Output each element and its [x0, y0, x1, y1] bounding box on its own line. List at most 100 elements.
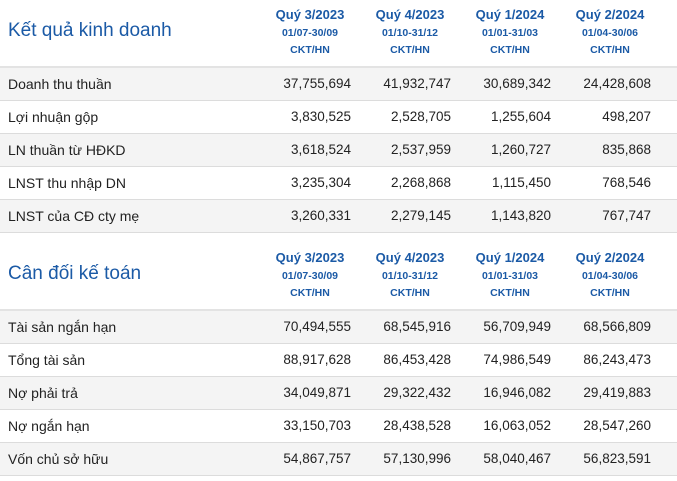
column-header-q2-2024[interactable]: Quý 2/2024 01/04-30/06 CKT/HN	[560, 0, 660, 66]
column-dates: 01/01-31/03	[481, 270, 539, 282]
table-row: Tài sản ngắn hạn 70,494,555 68,545,916 5…	[0, 311, 677, 344]
row-label: Doanh thu thuần	[8, 76, 112, 92]
row-label: Tài sản ngắn hạn	[8, 319, 117, 335]
row-value: 86,243,473	[583, 352, 651, 367]
column-quarter: Quý 3/2023	[275, 250, 345, 265]
table-row: LNST của CĐ cty mẹ 3,260,331 2,279,145 1…	[0, 200, 677, 233]
column-header-q4-2023[interactable]: Quý 4/2023 01/10-31/12 CKT/HN	[360, 243, 460, 309]
row-value: 2,279,145	[390, 208, 451, 223]
column-header-q2-2024[interactable]: Quý 2/2024 01/04-30/06 CKT/HN	[560, 243, 660, 309]
table-row: Lợi nhuận gộp 3,830,525 2,528,705 1,255,…	[0, 101, 677, 134]
income-statement-section: Kết quả kinh doanh Quý 3/2023 01/07-30/0…	[0, 0, 677, 233]
row-value: 16,946,082	[483, 385, 551, 400]
table-row: LN thuần từ HĐKD 3,618,524 2,537,959 1,2…	[0, 134, 677, 167]
column-unit: CKT/HN	[390, 44, 430, 56]
row-value: 37,755,694	[283, 76, 351, 91]
row-value: 57,130,996	[383, 451, 451, 466]
table-row: Tổng tài sản 88,917,628 86,453,428 74,98…	[0, 344, 677, 377]
column-unit: CKT/HN	[490, 44, 530, 56]
column-quarter: Quý 1/2024	[475, 7, 545, 22]
row-value: 30,689,342	[483, 76, 551, 91]
balance-sheet-title[interactable]: Cân đối kế toán	[8, 263, 142, 284]
row-label: Vốn chủ sở hữu	[8, 451, 109, 467]
row-value: 34,049,871	[283, 385, 351, 400]
row-value: 3,260,331	[290, 208, 351, 223]
row-value: 768,546	[602, 175, 651, 190]
table-row: Nợ ngắn hạn 33,150,703 28,438,528 16,063…	[0, 410, 677, 443]
row-value: 86,453,428	[383, 352, 451, 367]
balance-sheet-header: Cân đối kế toán Quý 3/2023 01/07-30/09 C…	[0, 243, 677, 311]
column-header-q4-2023[interactable]: Quý 4/2023 01/10-31/12 CKT/HN	[360, 0, 460, 66]
column-header-q1-2024[interactable]: Quý 1/2024 01/01-31/03 CKT/HN	[460, 243, 560, 309]
table-row: LNST thu nhập DN 3,235,304 2,268,868 1,1…	[0, 167, 677, 200]
row-label: LNST thu nhập DN	[8, 175, 127, 191]
row-value: 28,438,528	[383, 418, 451, 433]
row-value: 29,322,432	[383, 385, 451, 400]
row-value: 1,255,604	[490, 109, 551, 124]
row-value: 33,150,703	[283, 418, 351, 433]
table-row: Nợ phải trả 34,049,871 29,322,432 16,946…	[0, 377, 677, 410]
column-dates: 01/07-30/09	[281, 27, 339, 39]
row-label: Nợ phải trả	[8, 385, 78, 401]
row-value: 70,494,555	[283, 319, 351, 334]
column-header-q3-2023[interactable]: Quý 3/2023 01/07-30/09 CKT/HN	[260, 0, 360, 66]
row-value: 498,207	[602, 109, 651, 124]
column-dates: 01/04-30/06	[581, 27, 639, 39]
row-value: 74,986,549	[483, 352, 551, 367]
income-statement-header: Kết quả kinh doanh Quý 3/2023 01/07-30/0…	[0, 0, 677, 68]
row-value: 767,747	[602, 208, 651, 223]
column-quarter: Quý 4/2023	[375, 7, 445, 22]
column-quarter: Quý 2/2024	[575, 7, 645, 22]
column-quarter: Quý 2/2024	[575, 250, 645, 265]
row-value: 28,547,260	[583, 418, 651, 433]
column-unit: CKT/HN	[490, 287, 530, 299]
section-spacer	[0, 233, 677, 243]
row-value: 58,040,467	[483, 451, 551, 466]
column-unit: CKT/HN	[590, 44, 630, 56]
row-label: Nợ ngắn hạn	[8, 418, 90, 434]
column-dates: 01/10-31/12	[381, 270, 439, 282]
row-value: 68,566,809	[583, 319, 651, 334]
column-unit: CKT/HN	[290, 287, 330, 299]
row-value: 54,867,757	[283, 451, 351, 466]
row-value: 3,830,525	[290, 109, 351, 124]
column-quarter: Quý 4/2023	[375, 250, 445, 265]
row-value: 88,917,628	[283, 352, 351, 367]
row-value: 56,709,949	[483, 319, 551, 334]
column-unit: CKT/HN	[590, 287, 630, 299]
row-value: 56,823,591	[583, 451, 651, 466]
row-value: 1,143,820	[490, 208, 551, 223]
column-dates: 01/07-30/09	[281, 270, 339, 282]
column-dates: 01/04-30/06	[581, 270, 639, 282]
table-row: Doanh thu thuần 37,755,694 41,932,747 30…	[0, 68, 677, 101]
row-value: 835,868	[602, 142, 651, 157]
row-value: 68,545,916	[383, 319, 451, 334]
row-value: 3,235,304	[290, 175, 351, 190]
column-unit: CKT/HN	[390, 287, 430, 299]
row-value: 29,419,883	[583, 385, 651, 400]
row-value: 1,115,450	[491, 175, 551, 190]
column-dates: 01/10-31/12	[381, 27, 439, 39]
table-row: Vốn chủ sở hữu 54,867,757 57,130,996 58,…	[0, 443, 677, 476]
column-unit: CKT/HN	[290, 44, 330, 56]
row-value: 2,268,868	[390, 175, 451, 190]
row-label: LN thuần từ HĐKD	[8, 142, 126, 158]
row-value: 24,428,608	[583, 76, 651, 91]
row-label: Tổng tài sản	[8, 352, 86, 368]
column-header-q1-2024[interactable]: Quý 1/2024 01/01-31/03 CKT/HN	[460, 0, 560, 66]
row-value: 1,260,727	[490, 142, 551, 157]
row-value: 16,063,052	[483, 418, 551, 433]
row-label: LNST của CĐ cty mẹ	[8, 208, 140, 224]
row-value: 2,537,959	[390, 142, 451, 157]
row-value: 3,618,524	[290, 142, 351, 157]
row-value: 2,528,705	[390, 109, 451, 124]
row-value: 41,932,747	[383, 76, 451, 91]
column-dates: 01/01-31/03	[481, 27, 539, 39]
column-quarter: Quý 3/2023	[275, 7, 345, 22]
row-label: Lợi nhuận gộp	[8, 109, 99, 125]
income-statement-title[interactable]: Kết quả kinh doanh	[8, 20, 172, 41]
column-quarter: Quý 1/2024	[475, 250, 545, 265]
balance-sheet-section: Cân đối kế toán Quý 3/2023 01/07-30/09 C…	[0, 243, 677, 476]
column-header-q3-2023[interactable]: Quý 3/2023 01/07-30/09 CKT/HN	[260, 243, 360, 309]
